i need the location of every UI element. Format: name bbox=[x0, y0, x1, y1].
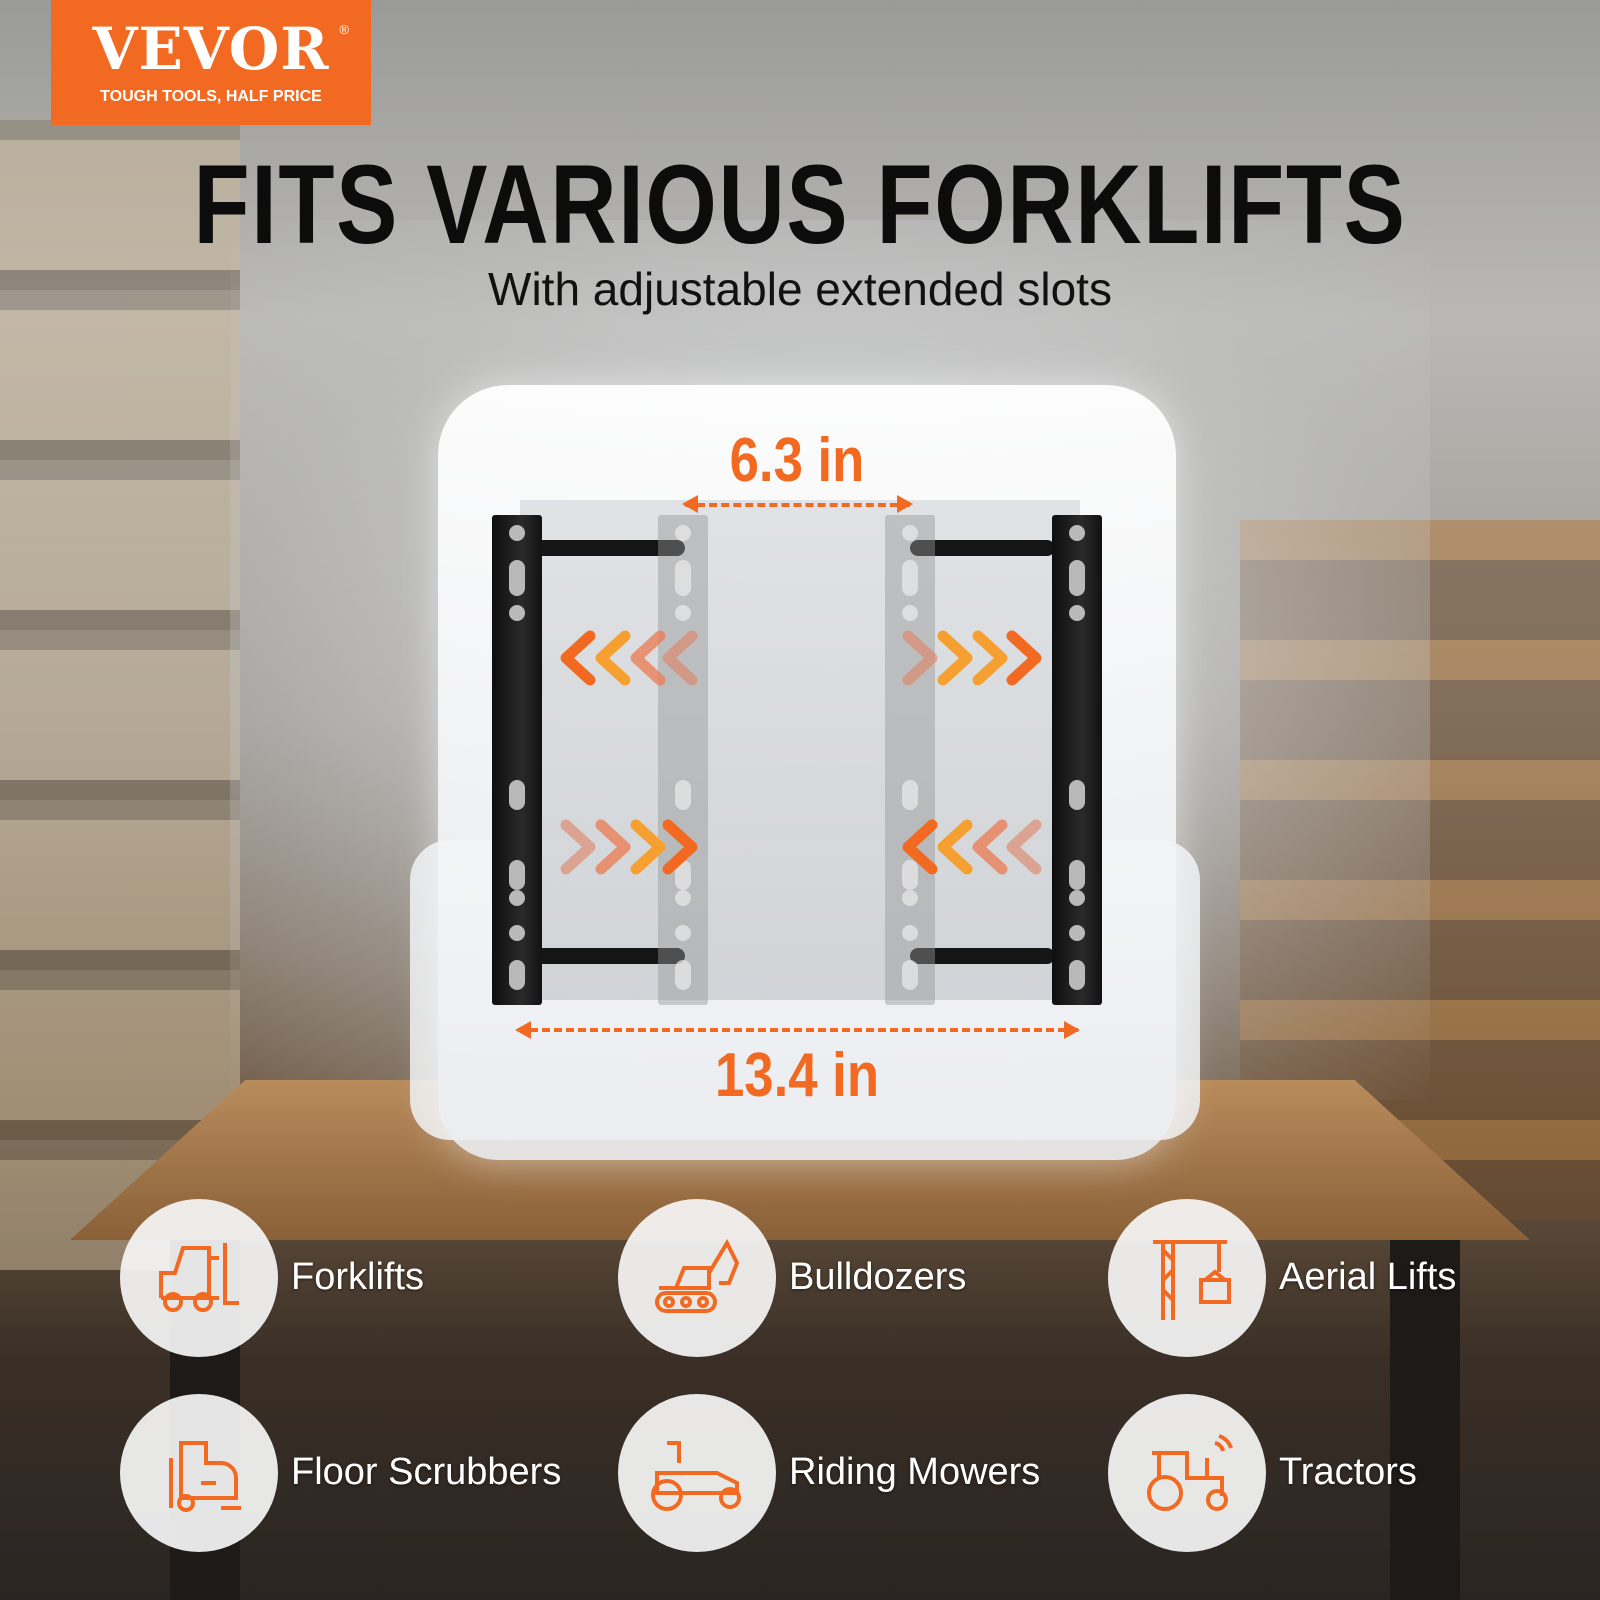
bracket-rail-left-extended bbox=[658, 515, 708, 1005]
excavator-icon bbox=[655, 1238, 740, 1313]
bracket-rod bbox=[530, 948, 685, 964]
bracket-rail-right bbox=[1052, 515, 1102, 1005]
bracket-rod bbox=[910, 948, 1055, 964]
bracket-rod bbox=[910, 540, 1055, 556]
mounting-slot bbox=[509, 890, 525, 906]
outer-dimension-line bbox=[518, 1028, 1078, 1032]
tractor-icon bbox=[1147, 1434, 1233, 1511]
mounting-slot bbox=[675, 860, 691, 890]
mounting-slot bbox=[902, 560, 918, 596]
crane-icon-badge bbox=[1108, 1199, 1266, 1357]
mounting-slot bbox=[1069, 605, 1085, 621]
riding-mower-icon bbox=[651, 1441, 741, 1511]
inner-dimension-label: 6.3 in bbox=[729, 426, 865, 495]
mounting-slot bbox=[675, 890, 691, 906]
arrows-left-inward-top bbox=[560, 630, 698, 686]
application-label: Bulldozers bbox=[789, 1256, 967, 1298]
logo-tagline: TOUGH TOOLS, HALF PRICE bbox=[100, 88, 322, 105]
mounting-slot bbox=[1069, 960, 1085, 990]
arrows-right-inward-bottom bbox=[902, 819, 1042, 875]
mounting-slot bbox=[675, 560, 691, 596]
mounting-slot bbox=[902, 925, 918, 941]
application-label: Tractors bbox=[1279, 1451, 1417, 1493]
mounting-slot bbox=[509, 960, 525, 990]
floor-scrubber-icon bbox=[169, 1441, 241, 1512]
bracket-rail-left bbox=[492, 515, 542, 1005]
inner-dimension-line bbox=[685, 503, 910, 507]
tractor-icon-badge bbox=[1108, 1394, 1266, 1552]
bracket-rod bbox=[530, 540, 685, 556]
mounting-slot bbox=[509, 925, 525, 941]
mounting-slot bbox=[902, 960, 918, 990]
mounting-slot bbox=[902, 525, 918, 541]
table-leg bbox=[1390, 1240, 1460, 1600]
headline: FITS VARIOUS FORKLIFTS bbox=[193, 142, 1407, 267]
bracket-rail-right-extended bbox=[885, 515, 935, 1005]
forklift-icon-badge bbox=[120, 1199, 278, 1357]
subheadline: With adjustable extended slots bbox=[488, 263, 1112, 315]
mounting-slot bbox=[1069, 890, 1085, 906]
riding-mower-icon-badge bbox=[618, 1394, 776, 1552]
mounting-slot bbox=[509, 560, 525, 596]
application-label: Riding Mowers bbox=[789, 1451, 1041, 1493]
mounting-slot bbox=[902, 890, 918, 906]
mounting-slot bbox=[675, 780, 691, 810]
seat-underside bbox=[520, 500, 1080, 1000]
mounting-slot bbox=[675, 960, 691, 990]
mounting-slot bbox=[675, 525, 691, 541]
mounting-slot bbox=[675, 605, 691, 621]
mounting-slot bbox=[1069, 525, 1085, 541]
forklift-icon bbox=[159, 1243, 239, 1312]
mounting-slot bbox=[509, 605, 525, 621]
background-shelves-left bbox=[0, 120, 240, 1270]
arrows-left-outward-bottom bbox=[560, 819, 698, 875]
application-label: Floor Scrubbers bbox=[291, 1451, 562, 1493]
vevor-logo: VEVOR ® TOUGH TOOLS, HALF PRICE bbox=[51, 0, 371, 125]
mounting-slot bbox=[902, 780, 918, 810]
mounting-slot bbox=[1069, 560, 1085, 596]
application-label: Forklifts bbox=[291, 1256, 424, 1298]
excavator-icon-badge bbox=[618, 1199, 776, 1357]
floor-scrubber-icon-badge bbox=[120, 1394, 278, 1552]
mounting-slot bbox=[509, 525, 525, 541]
outer-dimension-label: 13.4 in bbox=[714, 1041, 880, 1110]
mounting-slot bbox=[1069, 780, 1085, 810]
application-label: Aerial Lifts bbox=[1279, 1256, 1457, 1298]
mounting-slot bbox=[902, 860, 918, 890]
mounting-slot bbox=[509, 780, 525, 810]
mounting-slot bbox=[1069, 860, 1085, 890]
arrows-right-outward-top bbox=[902, 630, 1042, 686]
mounting-slot bbox=[509, 860, 525, 890]
mounting-slot bbox=[902, 605, 918, 621]
logo-brand: VEVOR bbox=[92, 15, 330, 83]
mounting-slot bbox=[1069, 925, 1085, 941]
registered-mark: ® bbox=[339, 22, 349, 37]
crane-icon bbox=[1153, 1240, 1231, 1320]
mounting-slot bbox=[675, 925, 691, 941]
